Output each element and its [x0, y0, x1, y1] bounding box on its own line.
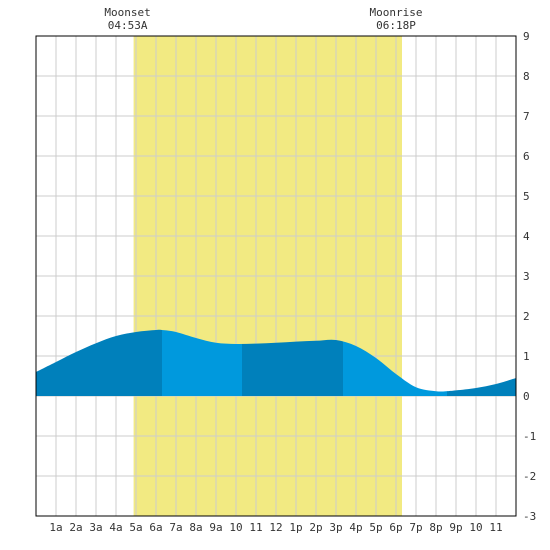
x-tick-label: 9p	[449, 521, 462, 534]
x-tick-label: 6a	[149, 521, 162, 534]
x-tick-label: 8p	[429, 521, 442, 534]
x-tick-label: 9a	[209, 521, 222, 534]
x-tick-label: 5p	[369, 521, 382, 534]
x-tick-label: 4a	[109, 521, 122, 534]
x-tick-label: 7a	[169, 521, 182, 534]
y-tick-label: 9	[523, 30, 530, 43]
x-tick-label: 1p	[289, 521, 302, 534]
y-tick-label: 4	[523, 230, 530, 243]
moonset-label: Moonset	[104, 6, 150, 19]
y-tick-label: 6	[523, 150, 530, 163]
y-tick-label: 5	[523, 190, 530, 203]
y-tick-label: 1	[523, 350, 530, 363]
y-tick-label: 2	[523, 310, 530, 323]
plot-frame	[35, 35, 517, 517]
x-tick-label: 2p	[309, 521, 322, 534]
x-tick-label: 2a	[69, 521, 82, 534]
x-tick-label: 5a	[129, 521, 142, 534]
x-tick-label: 10	[229, 521, 242, 534]
y-tick-label: 7	[523, 110, 530, 123]
x-tick-label: 11	[489, 521, 502, 534]
y-tick-label: -3	[523, 510, 536, 523]
y-tick-label: 8	[523, 70, 530, 83]
x-tick-label: 1a	[49, 521, 62, 534]
x-tick-label: 3a	[89, 521, 102, 534]
y-tick-label: 0	[523, 390, 530, 403]
x-tick-label: 11	[249, 521, 262, 534]
moonset-time: 04:53A	[108, 19, 148, 32]
moonrise-time: 06:18P	[376, 19, 416, 32]
x-tick-label: 10	[469, 521, 482, 534]
x-tick-label: 4p	[349, 521, 362, 534]
y-tick-label: 3	[523, 270, 530, 283]
moonrise-label: Moonrise	[370, 6, 423, 19]
y-tick-label: -2	[523, 470, 536, 483]
x-tick-label: 12	[269, 521, 282, 534]
x-tick-label: 6p	[389, 521, 402, 534]
x-tick-label: 3p	[329, 521, 342, 534]
x-tick-label: 7p	[409, 521, 422, 534]
y-tick-label: -1	[523, 430, 536, 443]
x-tick-label: 8a	[189, 521, 202, 534]
